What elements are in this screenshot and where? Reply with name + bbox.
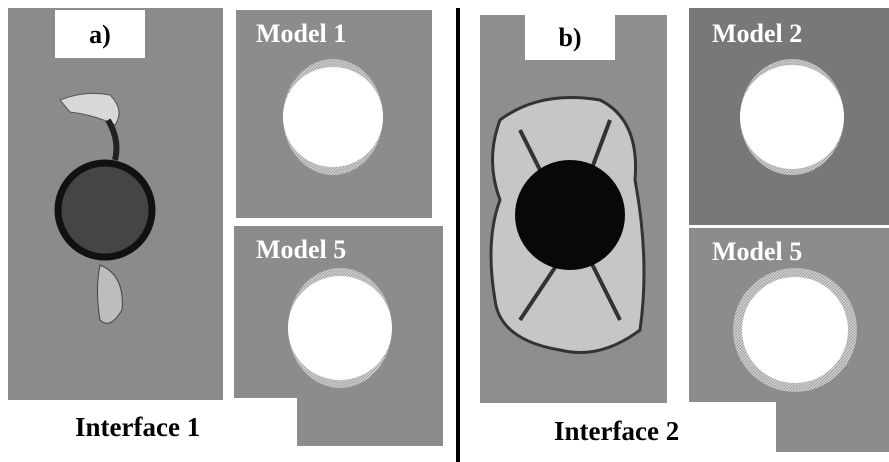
model-label: Model 1 (256, 19, 346, 48)
divider (456, 8, 460, 462)
model-label: Model 5 (712, 237, 802, 266)
model-panel: Model 2 (689, 8, 889, 225)
model-panel: Model 1 (236, 10, 432, 218)
photo-a: a) (8, 8, 223, 400)
caption: Interface 1 (75, 412, 200, 442)
panel-label: b) (558, 23, 581, 52)
photo-b: b) (480, 15, 667, 403)
panel-label: a) (89, 20, 111, 49)
figure: a) Model 1 Model 5 Interface 1 b) Model … (0, 0, 889, 462)
model-panel: Model 5 (234, 226, 443, 446)
model-label: Model 2 (712, 19, 802, 48)
caption: Interface 2 (554, 416, 679, 446)
model-panel: Model 5 (689, 228, 889, 452)
model-label: Model 5 (256, 235, 346, 264)
